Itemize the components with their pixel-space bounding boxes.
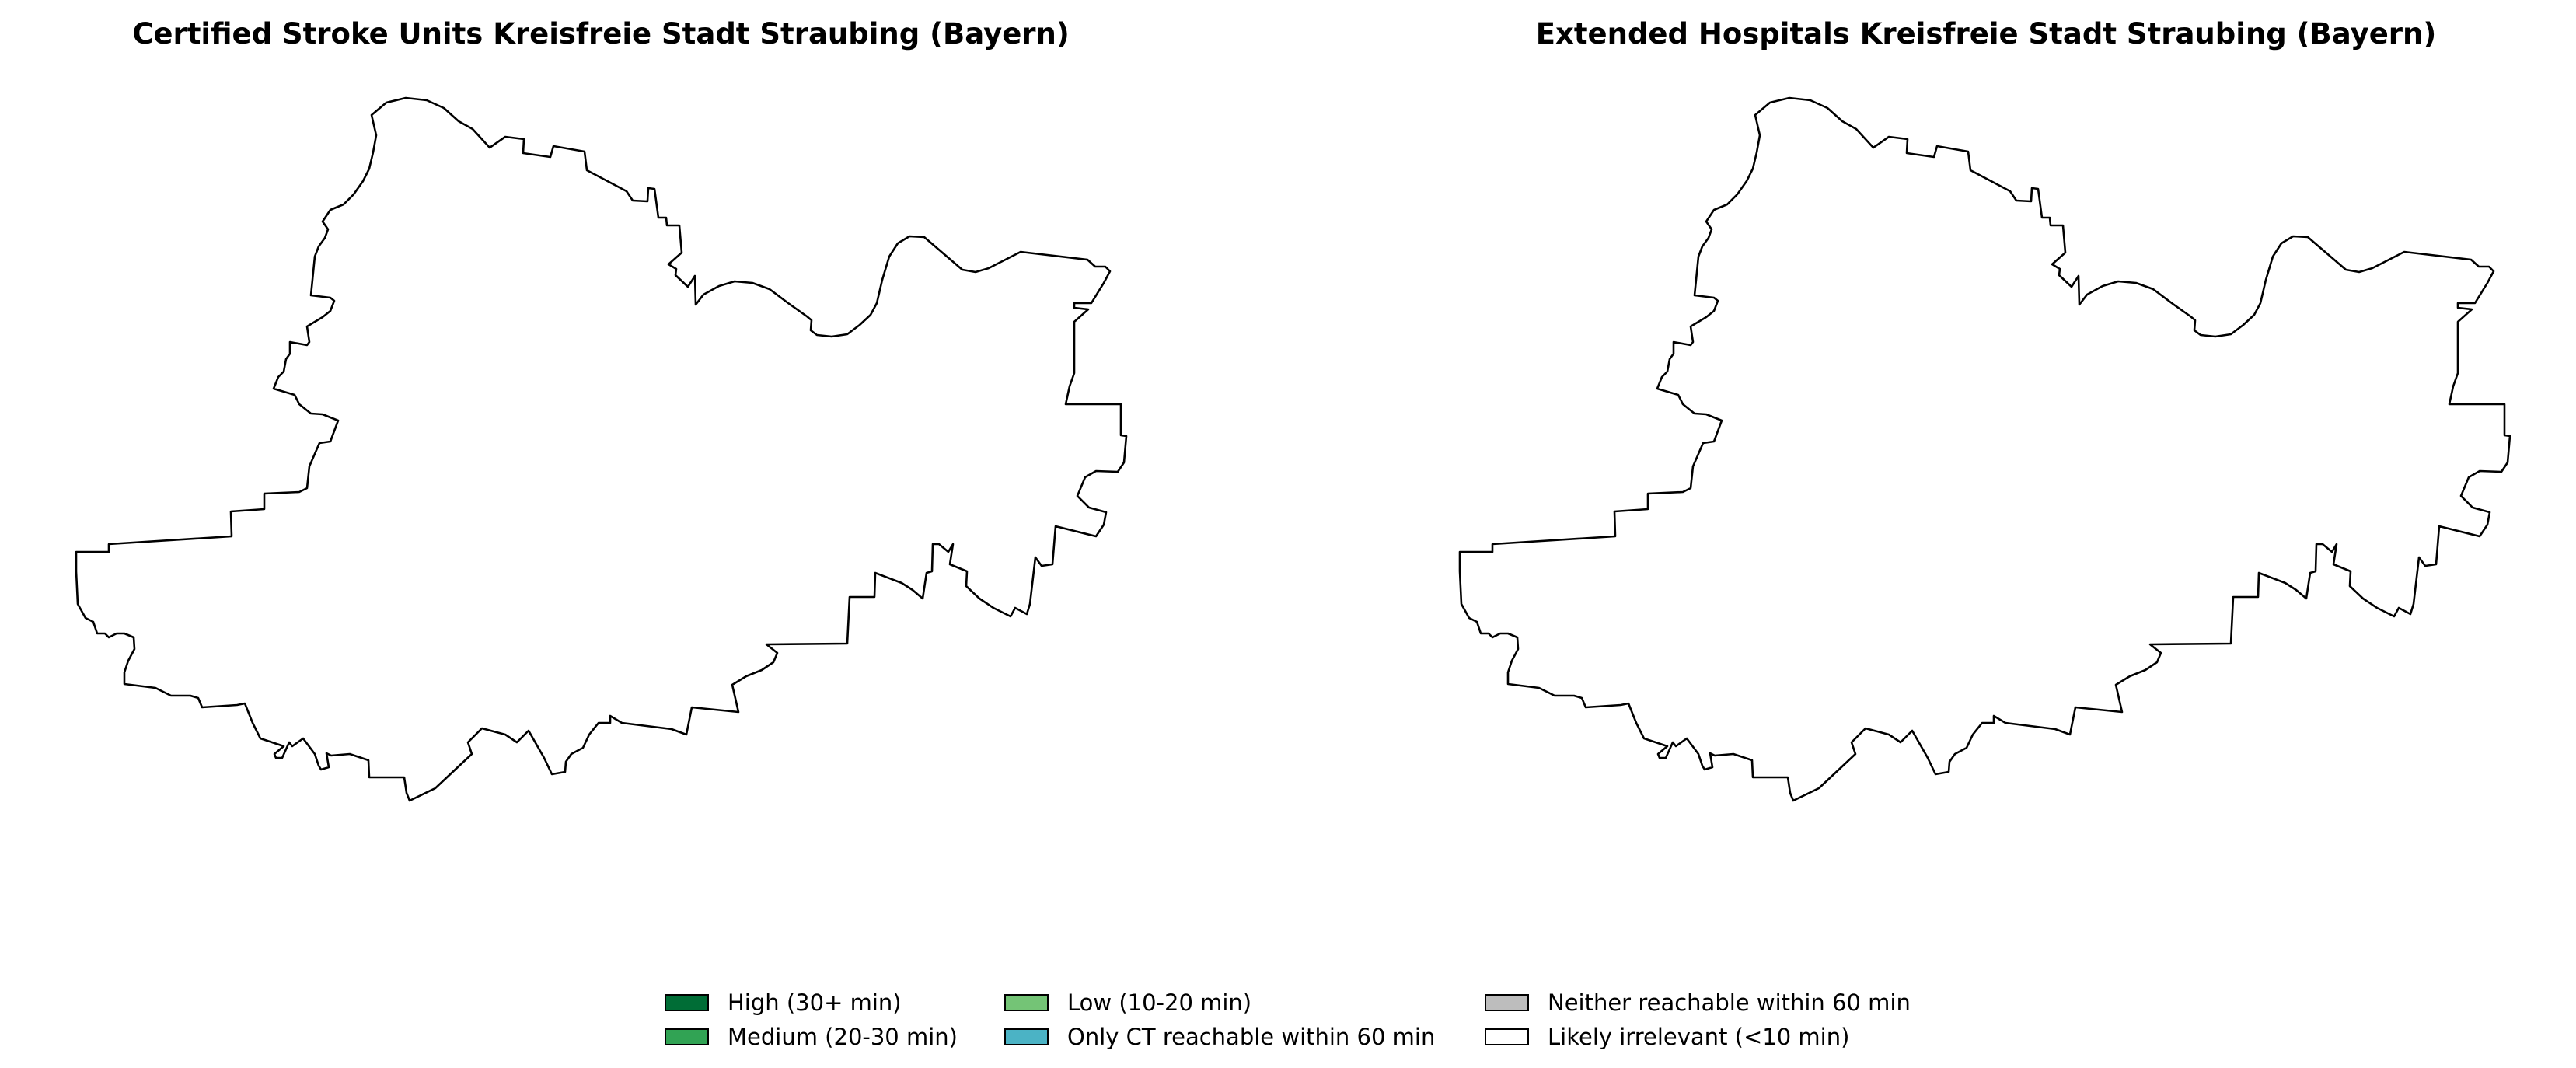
map-canvas-extended-hospitals <box>1458 96 2511 802</box>
region-boundary-straubing <box>75 96 1128 802</box>
legend-item-neither: Neither reachable within 60 min <box>1485 989 1911 1017</box>
legend-swatch-high <box>665 994 709 1011</box>
legend-label-only-ct: Only CT reachable within 60 min <box>1067 1024 1436 1050</box>
legend-item-irrelevant: Likely irrelevant (<10 min) <box>1485 1023 1849 1051</box>
map-title-extended-hospitals: Extended Hospitals Kreisfreie Stadt Stra… <box>1535 17 2437 51</box>
map-legend: High (30+ min) Medium (20-30 min) Low (1… <box>665 989 1924 1059</box>
legend-item-high: High (30+ min) <box>665 989 902 1017</box>
region-boundary-straubing <box>1458 96 2511 802</box>
legend-label-neither: Neither reachable within 60 min <box>1548 989 1911 1016</box>
legend-item-only-ct: Only CT reachable within 60 min <box>1004 1023 1435 1051</box>
legend-item-medium: Medium (20-30 min) <box>665 1023 958 1051</box>
legend-item-low: Low (10-20 min) <box>1004 989 1251 1017</box>
legend-swatch-only-ct <box>1004 1028 1049 1045</box>
legend-label-high: High (30+ min) <box>728 989 902 1016</box>
legend-label-irrelevant: Likely irrelevant (<10 min) <box>1548 1024 1850 1050</box>
map-title-stroke-units: Certified Stroke Units Kreisfreie Stadt … <box>132 17 1070 51</box>
legend-swatch-medium <box>665 1028 709 1045</box>
map-panel-extended-hospitals: Extended Hospitals Kreisfreie Stadt Stra… <box>1458 17 2511 802</box>
map-canvas-stroke-units <box>75 96 1128 802</box>
legend-label-medium: Medium (20-30 min) <box>728 1024 958 1050</box>
legend-swatch-irrelevant <box>1485 1028 1529 1045</box>
legend-label-low: Low (10-20 min) <box>1067 989 1252 1016</box>
map-panel-stroke-units: Certified Stroke Units Kreisfreie Stadt … <box>0 0 1288 933</box>
legend-swatch-neither <box>1485 994 1529 1011</box>
legend-swatch-low <box>1004 994 1049 1011</box>
